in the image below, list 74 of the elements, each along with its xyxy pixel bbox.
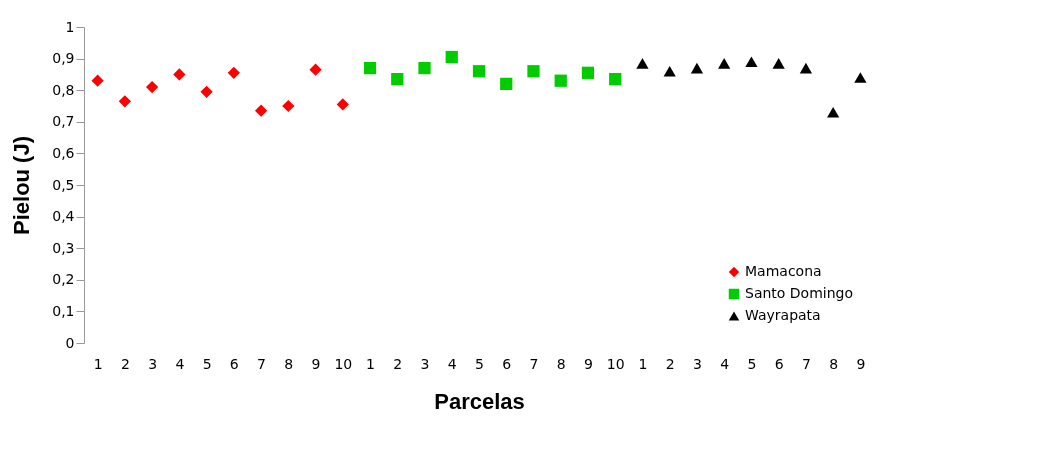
x-tick-label: 1 (93, 355, 103, 372)
point (500, 77, 513, 90)
x-tick-label: 5 (475, 355, 484, 372)
point (527, 65, 540, 78)
x-tick-label: 1 (638, 355, 648, 372)
point (745, 56, 758, 68)
x-tick-label: 7 (801, 355, 811, 372)
point (718, 58, 731, 69)
x-tick-label: 7 (529, 355, 539, 372)
x-tick-label: 8 (829, 355, 839, 372)
point (336, 98, 349, 111)
x-tick-label: 2 (665, 355, 675, 372)
y-tick-label: 0,9 (52, 50, 75, 67)
point (145, 80, 159, 94)
point (118, 95, 131, 108)
y-tick-label: 0,6 (52, 144, 75, 161)
point (227, 66, 240, 79)
x-tick-label: 5 (202, 355, 212, 372)
legend-label: Wayrapata (745, 307, 821, 323)
point (854, 72, 867, 83)
x-tick-label: 9 (311, 355, 321, 372)
point (200, 85, 213, 98)
point (636, 58, 649, 69)
point (472, 65, 486, 78)
x-tick-label: 6 (502, 355, 512, 372)
y-tick-label: 0,8 (52, 81, 75, 98)
point (282, 99, 295, 113)
x-tick-label: 4 (447, 355, 457, 372)
x-tick-label: 10 (334, 355, 353, 372)
y-tick-label: 0,3 (52, 239, 75, 256)
y-tick-label: 1 (65, 18, 75, 35)
x-axis-title: Parcelas (434, 388, 525, 414)
x-tick-label: 8 (556, 355, 566, 372)
x-tick-label: 3 (148, 355, 158, 372)
x-tick-label: 3 (420, 355, 430, 372)
point (799, 62, 813, 74)
x-tick-label: 4 (175, 355, 185, 372)
x-tick-label: 2 (393, 355, 403, 372)
x-tick-label: 6 (774, 355, 784, 372)
x-tick-label: 1 (366, 355, 375, 372)
point (827, 107, 840, 118)
x-tick-label: 9 (856, 355, 866, 372)
point (690, 62, 704, 74)
x-tick-label: 5 (747, 355, 757, 372)
point (663, 65, 676, 77)
point (173, 68, 186, 81)
point (554, 74, 567, 87)
point (418, 61, 431, 75)
point (254, 104, 268, 117)
y-tick-label: 0 (65, 334, 75, 351)
point (309, 63, 322, 76)
x-tick-label: 9 (584, 355, 593, 372)
point (391, 73, 404, 86)
point (772, 58, 785, 69)
y-tick-label: 0,1 (52, 302, 75, 319)
y-tick-label: 0,2 (52, 271, 75, 288)
point (363, 61, 377, 75)
legend-label: Mamacona (745, 263, 822, 279)
x-tick-label: 4 (720, 355, 730, 372)
x-tick-label: 8 (284, 355, 294, 372)
x-tick-label: 2 (120, 355, 130, 372)
point (581, 66, 595, 79)
x-tick-label: 3 (692, 355, 702, 372)
y-axis-title: Pielou (J) (9, 135, 35, 236)
x-tick-label: 6 (229, 355, 239, 372)
legend-label: Santo Domingo (745, 285, 854, 301)
y-tick-label: 0,5 (52, 176, 75, 193)
point (609, 73, 622, 86)
point (91, 74, 104, 87)
x-tick-label: 10 (606, 355, 625, 372)
point (445, 50, 458, 64)
y-tick-label: 0,4 (52, 208, 75, 225)
y-tick-label: 0,7 (52, 113, 75, 130)
x-tick-label: 7 (257, 355, 267, 372)
